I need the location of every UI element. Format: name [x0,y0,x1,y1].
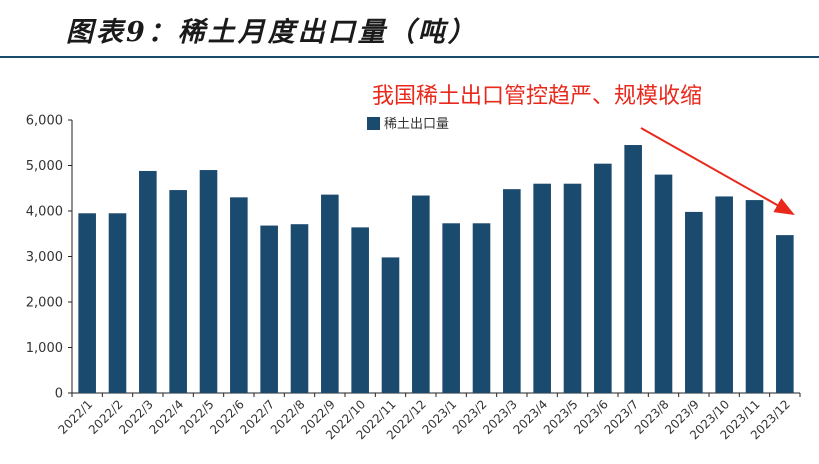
bar [472,223,491,393]
bar [503,189,521,393]
legend-swatch [367,117,380,130]
bar [745,200,764,393]
bar [108,213,127,393]
bar [230,197,248,393]
bar [685,211,703,393]
figure-title: 图表9：稀土月度出口量（吨） [66,17,478,48]
x-axis: 2022/12022/22022/32022/42022/52022/62022… [56,392,801,442]
y-tick-label: 4,000 [26,205,63,220]
bar [381,257,400,393]
annotation-arrow [640,127,795,215]
bar [321,194,339,393]
bar [776,235,794,393]
bar-chart: 0 1,000 2,000 3,000 4,000 5,000 6,000 2022/120… [26,114,801,442]
bar [533,183,551,393]
bar [654,174,673,393]
y-tick-label: 5,000 [26,159,63,174]
y-axis: 0 1,000 2,000 3,000 4,000 5,000 6,000 [26,114,73,402]
bar [351,227,369,393]
legend: 稀土出口量 [367,117,449,132]
bar [594,163,612,393]
bar [624,145,642,393]
bar [139,170,157,393]
bar [442,223,460,393]
chart-annotation: 我国稀土出口管控趋严、规模收缩 [372,84,703,109]
bar [290,224,309,393]
bar [78,213,96,393]
y-tick-label: 6,000 [26,114,63,129]
bar [715,196,733,393]
bar [563,183,582,393]
bar [169,190,187,393]
bar [199,170,218,393]
title-divider [0,56,819,58]
bar-series [78,145,794,393]
y-tick-label: 1,000 [26,341,63,356]
y-tick-label: 0 [55,387,63,402]
legend-label: 稀土出口量 [384,117,449,132]
bar [260,225,278,393]
y-tick-label: 3,000 [26,250,63,265]
bar [412,195,430,393]
y-tick-label: 2,000 [26,296,63,311]
